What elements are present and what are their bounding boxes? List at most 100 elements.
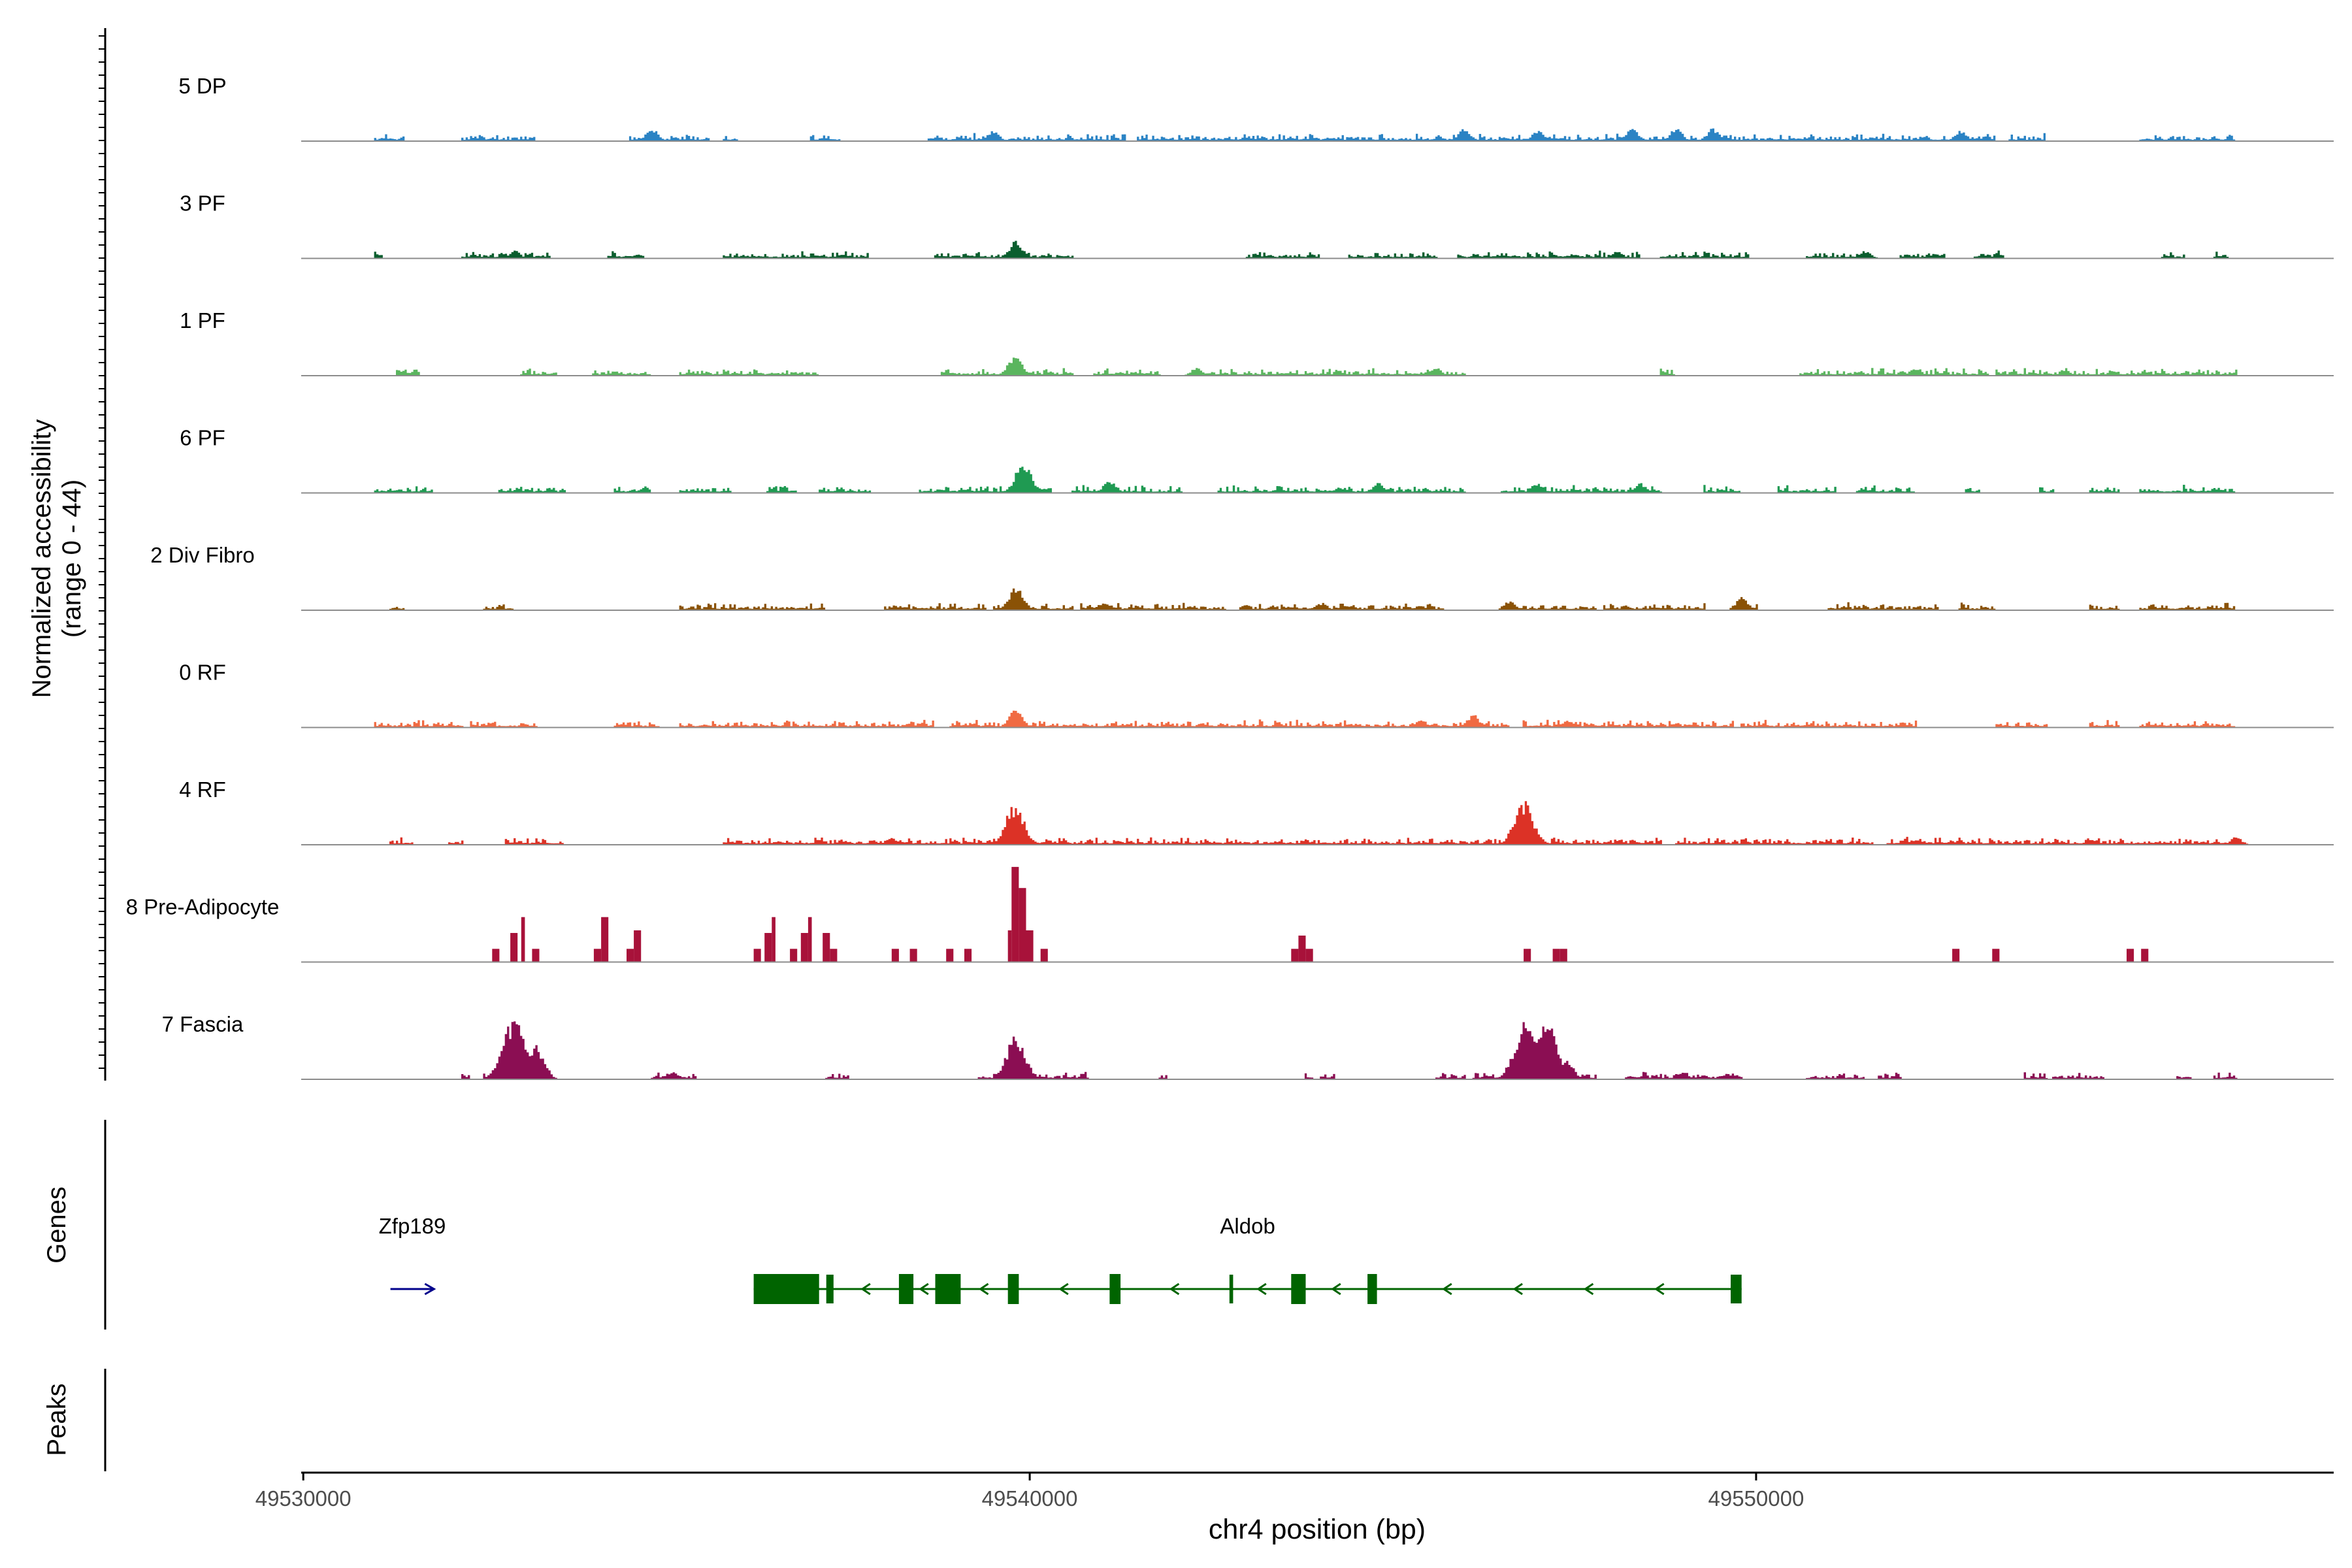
coverage-block (1524, 949, 1531, 962)
y-axis-label-line1: Normalized accessibility (27, 419, 56, 698)
coverage-block (532, 949, 540, 962)
coverage-block (753, 949, 761, 962)
coverage-block (1552, 949, 1560, 962)
track-6: 4 RF (179, 777, 2334, 845)
track-4: 2 Div Fibro (150, 543, 2334, 611)
coverage-block (601, 917, 609, 962)
coverage-block (830, 949, 838, 962)
coverage-block (800, 933, 808, 962)
gene-exon (935, 1274, 961, 1304)
coverage-y-ticks (99, 35, 105, 1069)
track-label: 5 DP (178, 74, 226, 98)
gene-exon (1007, 1274, 1019, 1304)
coverage-area (461, 1021, 2238, 1079)
gene-exon (1731, 1275, 1742, 1303)
coverage-area (374, 128, 2236, 141)
strand-chevron-icon (1583, 1282, 1594, 1296)
track-label: 4 RF (179, 777, 226, 802)
x-tick-label: 49530000 (255, 1486, 351, 1511)
coverage-area (374, 240, 2229, 259)
coverage-block (790, 949, 798, 962)
coverage-block (1026, 930, 1034, 962)
gene-exon (753, 1274, 819, 1304)
track-5: 0 RF (179, 661, 2334, 728)
peaks-panel-label: Peaks (42, 1383, 71, 1456)
coverage-area (389, 588, 2236, 610)
x-tick-label: 49540000 (982, 1486, 1078, 1511)
track-2: 1 PF (180, 308, 2334, 376)
gene-exon (1109, 1274, 1121, 1304)
gene-exon (1229, 1275, 1233, 1303)
strand-chevron-icon (919, 1282, 929, 1296)
coverage-block (1992, 949, 2000, 962)
track-0: 5 DP (178, 74, 2334, 142)
strand-chevron-icon (978, 1282, 989, 1296)
strand-chevron-icon (1331, 1282, 1341, 1296)
y-axis-label-line2: (range 0 - 44) (57, 480, 86, 638)
strand-chevron-icon (1256, 1282, 1267, 1296)
coverage-block (492, 949, 500, 962)
strand-arrow-icon (424, 1282, 436, 1296)
track-3: 6 PF (180, 426, 2334, 494)
track-1: 3 PF (180, 191, 2334, 259)
strand-chevron-icon (860, 1282, 871, 1296)
coverage-block (521, 917, 525, 962)
coverage-area (374, 710, 2236, 728)
coverage-block (1305, 949, 1313, 962)
coverage-block (891, 949, 899, 962)
track-label: 7 Fascia (162, 1012, 244, 1036)
coverage-area (396, 357, 2238, 376)
x-axis-title: chr4 position (bp) (1209, 1514, 1426, 1545)
coverage-area (389, 801, 2249, 845)
coverage-block (510, 933, 518, 962)
coverage-block (1560, 949, 1567, 962)
gene-zfp189: Zfp189 (379, 1214, 446, 1296)
coverage-area (374, 466, 2236, 493)
coverage-block (772, 917, 776, 962)
coverage-tracks: 5 DP 3 PF 1 PF 6 PF 2 Div Fibro 0 RF 4 RF 8 Pre… (126, 74, 2334, 1080)
coverage-block (627, 949, 634, 962)
coverage-block (1007, 930, 1012, 962)
gene-exon (1367, 1274, 1377, 1304)
track-label: 0 RF (179, 661, 226, 685)
gene-exon (826, 1275, 834, 1303)
strand-chevron-icon (1654, 1282, 1665, 1296)
track-label: 1 PF (180, 308, 225, 333)
track-label: 8 Pre-Adipocyte (126, 895, 280, 919)
strand-chevron-icon (1512, 1282, 1523, 1296)
x-tick-label: 49550000 (1708, 1486, 1804, 1511)
gene-name: Zfp189 (379, 1214, 446, 1238)
coverage-block (2141, 949, 2149, 962)
x-axis-ticks: 49530000 49540000 49550000 (255, 1473, 1804, 1511)
gene-exon (898, 1274, 914, 1304)
coverage-block (946, 949, 954, 962)
genes-panel-label: Genes (42, 1186, 71, 1264)
coverage-block (1952, 949, 1960, 962)
track-7: 8 Pre-Adipocyte (126, 866, 2334, 963)
coverage-block (808, 917, 812, 962)
track-label: 6 PF (180, 426, 225, 450)
gene-name: Aldob (1220, 1214, 1275, 1238)
coverage-block (593, 949, 601, 962)
coverage-block (634, 930, 642, 962)
strand-chevron-icon (1169, 1282, 1180, 1296)
coverage-block (2127, 949, 2134, 962)
coverage-block (909, 949, 917, 962)
track-label: 2 Div Fibro (150, 543, 255, 567)
track-8: 7 Fascia (162, 1012, 2334, 1080)
genes-panel: Zfp189 Aldob (379, 1214, 1742, 1304)
coverage-block (964, 949, 972, 962)
strand-chevron-icon (1442, 1282, 1452, 1296)
coverage-block (1291, 949, 1299, 962)
track-label: 3 PF (180, 191, 225, 216)
gene-exon (1291, 1274, 1306, 1304)
coverage-block (764, 933, 772, 962)
coverage-block (1298, 936, 1306, 962)
coverage-block (1019, 888, 1026, 962)
coverage-block (823, 933, 830, 962)
strand-chevron-icon (1058, 1282, 1069, 1296)
coverage-block (1040, 949, 1048, 962)
gene-aldob: Aldob (753, 1214, 1742, 1304)
coverage-block (1011, 866, 1019, 962)
